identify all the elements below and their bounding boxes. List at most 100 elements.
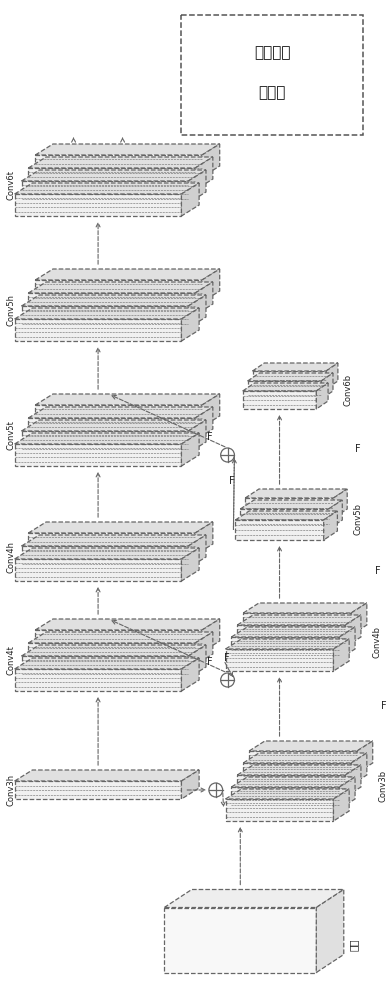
Polygon shape [321,373,333,399]
Polygon shape [195,282,213,315]
Polygon shape [329,500,342,529]
Polygon shape [22,645,206,656]
Text: F: F [381,701,386,711]
Polygon shape [182,183,199,216]
Polygon shape [195,632,213,665]
Text: F: F [229,476,234,486]
Polygon shape [253,363,338,371]
Polygon shape [22,535,206,546]
Polygon shape [249,751,357,773]
Polygon shape [237,765,361,775]
Polygon shape [225,639,349,649]
Polygon shape [236,520,324,540]
Polygon shape [22,295,206,306]
Polygon shape [316,383,328,409]
Polygon shape [164,908,316,972]
Polygon shape [164,890,344,908]
Text: Conv6t: Conv6t [6,170,15,200]
Polygon shape [195,157,213,190]
Polygon shape [333,789,349,821]
Polygon shape [243,763,351,785]
Polygon shape [188,295,206,328]
Polygon shape [249,741,373,751]
Polygon shape [326,363,338,389]
Polygon shape [243,603,367,613]
Polygon shape [345,615,361,647]
Polygon shape [202,394,220,427]
Text: F: F [207,432,213,442]
Polygon shape [22,306,188,328]
Polygon shape [232,787,340,809]
Polygon shape [333,639,349,671]
Text: F: F [355,444,361,454]
Polygon shape [28,632,213,643]
Polygon shape [22,431,188,453]
Text: F: F [224,653,229,663]
Polygon shape [202,619,220,652]
Polygon shape [22,420,206,431]
Polygon shape [28,282,213,293]
Polygon shape [28,522,213,533]
Polygon shape [22,170,206,181]
Polygon shape [22,656,188,678]
Polygon shape [35,619,220,630]
Text: Conv4b: Conv4b [373,626,382,658]
Polygon shape [182,770,199,799]
Polygon shape [316,890,344,972]
Polygon shape [188,170,206,203]
Polygon shape [232,627,355,637]
Polygon shape [35,394,220,405]
Polygon shape [182,433,199,466]
Polygon shape [333,489,347,518]
Polygon shape [35,155,202,177]
Polygon shape [28,533,195,555]
Polygon shape [237,625,345,647]
Polygon shape [240,509,329,529]
Text: Conv3b: Conv3b [379,770,388,802]
Text: 输入: 输入 [349,939,359,951]
Polygon shape [35,144,220,155]
Polygon shape [188,645,206,678]
Polygon shape [15,308,199,319]
Polygon shape [28,407,213,418]
Polygon shape [245,498,333,518]
Polygon shape [35,405,202,427]
Polygon shape [248,381,321,399]
Polygon shape [188,420,206,453]
Text: Conv6b: Conv6b [344,374,353,406]
FancyBboxPatch shape [182,15,363,135]
Polygon shape [253,371,326,389]
Text: Conv4t: Conv4t [6,646,15,675]
Polygon shape [15,444,182,466]
Text: Conv3h: Conv3h [6,774,15,806]
Polygon shape [351,603,367,635]
Text: 区域提议: 区域提议 [254,45,291,60]
Polygon shape [22,181,188,203]
Polygon shape [225,649,333,671]
Polygon shape [15,669,182,691]
Polygon shape [15,770,199,781]
Polygon shape [243,391,316,409]
Polygon shape [357,741,373,773]
Polygon shape [15,559,182,581]
Polygon shape [15,194,182,216]
Text: Conv5h: Conv5h [6,294,15,326]
Text: Conv5b: Conv5b [353,503,362,535]
Polygon shape [28,418,195,440]
Polygon shape [15,658,199,669]
Polygon shape [35,269,220,280]
Polygon shape [28,643,195,665]
Polygon shape [245,489,347,498]
Polygon shape [28,293,195,315]
Polygon shape [28,168,195,190]
Text: 图网络: 图网络 [258,86,286,101]
Polygon shape [243,383,328,391]
Polygon shape [35,280,202,302]
Polygon shape [35,630,202,652]
Polygon shape [182,658,199,691]
Polygon shape [324,511,338,540]
Polygon shape [15,548,199,559]
Polygon shape [345,765,361,797]
Polygon shape [195,522,213,555]
Polygon shape [232,777,355,787]
